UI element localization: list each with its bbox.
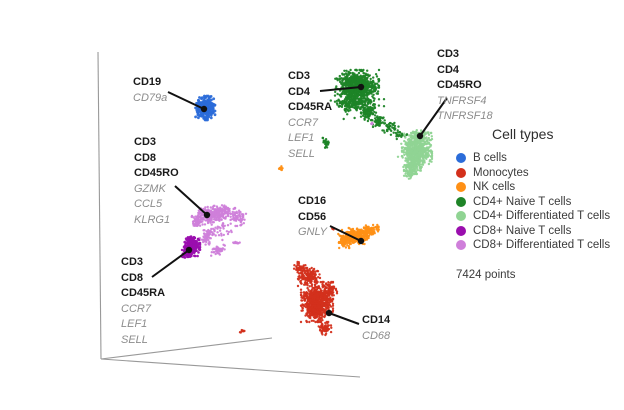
cluster-monocytes — [238, 227, 339, 337]
legend-item-label: CD4+ Differentiated T cells — [473, 210, 611, 223]
leader-line-cd4-naive-t-cells — [319, 86, 362, 92]
axis-diagonal-upper — [100, 337, 273, 360]
legend-item-label: Monocytes — [473, 166, 529, 179]
cluster-nk-cells — [277, 165, 380, 250]
marker-label: CD56 — [298, 210, 327, 223]
gene-label: SELL — [121, 333, 148, 346]
gene-label: CD79a — [133, 91, 168, 104]
marker-label: CD4 — [437, 63, 460, 76]
cluster-cd8-naive-t-cells — [180, 235, 202, 259]
legend: Cell types B cells Monocytes NK cells CD… — [456, 126, 610, 281]
gene-label: TNFRSF18 — [437, 110, 493, 122]
gene-label: CD68 — [362, 329, 391, 342]
annotation-b-cells: CD19 CD79a — [133, 75, 167, 106]
marker-label: CD8 — [134, 151, 157, 164]
leader-line-monocytes — [328, 312, 360, 325]
cluster-dot-nk-cells — [357, 237, 365, 245]
marker-label: CD16 — [298, 195, 327, 207]
legend-item-cd4-differentiated[interactable]: CD4+ Differentiated T cells — [456, 209, 610, 224]
clusters-layer — [180, 68, 434, 337]
gene-label: GNLY — [298, 226, 327, 238]
cluster-dot-cd4-differentiated-t-cells — [416, 132, 424, 140]
legend-item-cd4-naive[interactable]: CD4+ Naive T cells — [456, 195, 610, 210]
cluster-cd4-naive-t-cells — [321, 68, 409, 149]
marker-label: CD45RA — [288, 101, 333, 113]
annotation-cd8-naive: CD3 CD8 CD45RA CCR7 LEF1 SELL — [121, 255, 165, 348]
legend-item-label: NK cells — [473, 181, 516, 194]
marker-label: CD3 — [134, 136, 157, 148]
gene-label: CCL5 — [134, 198, 163, 210]
marker-label: CD3 — [121, 256, 144, 268]
legend-color-dot — [456, 182, 466, 193]
leader-line-cd8-naive-t-cells — [151, 249, 190, 278]
cluster-dot-cd8-naive-t-cells — [185, 246, 193, 254]
axis-vertical — [97, 51, 102, 360]
gene-label: TNFRSF4 — [437, 94, 487, 107]
legend-item-nk-cells[interactable]: NK cells — [456, 180, 610, 195]
legend-item-label: CD4+ Naive T cells — [473, 195, 572, 208]
legend-color-dot — [456, 211, 466, 222]
marker-label: CD45RA — [121, 287, 166, 299]
legend-item-monocytes[interactable]: Monocytes — [456, 166, 610, 181]
axis-diagonal-lower — [100, 358, 361, 378]
legend-color-dot — [456, 225, 466, 236]
gene-label: KLRG1 — [134, 213, 171, 226]
marker-label: CD8 — [121, 271, 144, 284]
annotation-nk-cells: CD16 CD56 GNLY — [298, 194, 327, 241]
gene-label: SELL — [288, 147, 315, 160]
axes-layer — [97, 51, 361, 378]
legend-color-dot — [456, 153, 466, 164]
leader-line-cd4-differentiated-t-cells — [419, 97, 448, 137]
marker-label: CD45RO — [134, 167, 179, 179]
gene-label: GZMK — [134, 182, 166, 195]
legend-color-dot — [456, 167, 466, 178]
marker-label: CD3 — [437, 48, 460, 60]
gene-label: CCR7 — [288, 116, 318, 129]
leader-line-nk-cells — [329, 225, 362, 242]
annotation-cd8-differentiated: CD3 CD8 CD45RO GZMK CCL5 KLRG1 — [134, 135, 179, 228]
annotation-cd4-naive: CD3 CD4 CD45RA CCR7 LEF1 SELL — [288, 69, 332, 162]
marker-label: CD4 — [288, 85, 311, 98]
leader-line-b-cells — [167, 91, 205, 110]
gene-label: LEF1 — [121, 318, 148, 330]
legend-color-dot — [456, 196, 466, 207]
cluster-dot-b-cells — [200, 105, 208, 113]
legend-item-b-cells[interactable]: B cells — [456, 151, 610, 166]
annotation-leader-lines-layer — [151, 83, 448, 325]
points-count-label: 7424 points — [456, 268, 516, 281]
gene-label: LEF1 — [288, 132, 315, 144]
cluster-cd4-differentiated-t-cells — [396, 129, 434, 180]
marker-label: CD3 — [288, 70, 311, 82]
legend-item-cd8-naive[interactable]: CD8+ Naive T cells — [456, 224, 610, 239]
legend-item-label: B cells — [473, 152, 507, 165]
cluster-dot-monocytes — [325, 309, 333, 317]
annotation-monocytes: CD14 CD68 — [362, 313, 390, 344]
marker-label: CD45RO — [437, 79, 482, 91]
leader-line-cd8-differentiated-t-cells — [174, 185, 208, 216]
legend-item-label: CD8+ Differentiated T cells — [473, 239, 611, 252]
legend-item-cd8-differentiated[interactable]: CD8+ Differentiated T cells — [456, 238, 610, 253]
marker-label: CD14 — [362, 314, 391, 326]
legend-title: Cell types — [492, 126, 554, 142]
gene-label: CCR7 — [121, 302, 151, 315]
annotation-cd4-differentiated: CD3 CD4 CD45RO TNFRSF4 TNFRSF18 — [437, 47, 493, 125]
cluster-dot-cd4-naive-t-cells — [357, 83, 365, 91]
marker-label: CD19 — [133, 76, 162, 88]
cluster-dot-cd8-differentiated-t-cells — [203, 211, 211, 219]
legend-item-label: CD8+ Naive T cells — [473, 224, 572, 237]
legend-color-dot — [456, 240, 466, 251]
